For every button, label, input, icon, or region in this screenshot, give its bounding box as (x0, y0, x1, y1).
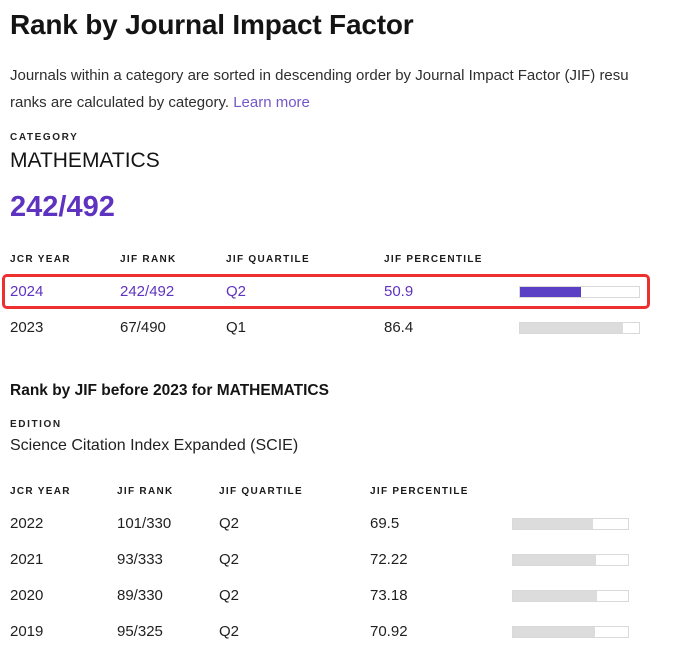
category-name: MATHEMATICS (10, 149, 160, 172)
percentile-bar-track (512, 590, 629, 602)
cell-jif-rank: 95/325 (117, 623, 163, 640)
current-rank-table: JCR YEAR JIF RANK JIF QUARTILE JIF PERCE… (2, 250, 674, 346)
percentile-bar-fill (513, 519, 593, 529)
cell-jif-quartile: Q2 (219, 587, 240, 604)
cell-jif-percentile: 86.4 (384, 319, 414, 336)
percentile-bar-fill (513, 627, 595, 637)
cell-jif-percentile: 73.18 (370, 587, 408, 604)
cell-jif-percentile: 69.5 (370, 515, 400, 532)
cell-jif-rank: 242/492 (120, 283, 175, 300)
description-line-2: ranks are calculated by category. Learn … (10, 94, 310, 111)
learn-more-link[interactable]: Learn more (233, 94, 310, 111)
table-row-2020: 2020 89/330 Q2 73.18 (10, 578, 629, 614)
table-body: 2024 242/492 Q2 50.9 2023 67/490 Q1 86.4 (2, 274, 674, 346)
cell-jcr-year: 2022 (10, 515, 44, 532)
column-header-jif-rank: JIF RANK (117, 486, 174, 497)
edition-name: Science Citation Index Expanded (SCIE) (10, 437, 299, 454)
percentile-bar-fill (513, 555, 597, 565)
cell-jcr-year: 2023 (10, 319, 44, 336)
column-header-jif-quartile: JIF QUARTILE (226, 254, 310, 265)
page-description: Journals within a category are sorted in… (10, 62, 674, 116)
percentile-bar-track (519, 322, 640, 334)
percentile-bar-fill (513, 591, 598, 601)
cell-jif-rank: 67/490 (120, 319, 166, 336)
cell-jif-rank: 93/333 (117, 551, 163, 568)
cell-jif-rank: 101/330 (117, 515, 172, 532)
cell-jif-quartile: Q2 (219, 551, 240, 568)
description-line-1: Journals within a category are sorted in… (10, 67, 629, 84)
current-rank-value: 242/492 (10, 191, 115, 223)
percentile-bar-track (512, 518, 629, 530)
table-row-2023: 2023 67/490 Q1 86.4 (10, 310, 640, 346)
percentile-bar-fill (520, 323, 623, 333)
table-body: 2022 101/330 Q2 69.5 2021 93/333 Q2 72.2… (10, 506, 674, 650)
page-title: Rank by Journal Impact Factor (10, 9, 414, 40)
column-header-jif-percentile: JIF PERCENTILE (370, 486, 469, 497)
cell-jif-quartile: Q2 (219, 515, 240, 532)
table-header-row: JCR YEAR JIF RANK JIF QUARTILE JIF PERCE… (10, 482, 629, 506)
cell-jif-quartile: Q2 (219, 623, 240, 640)
cell-jif-quartile: Q2 (226, 283, 247, 300)
column-header-jif-percentile: JIF PERCENTILE (384, 254, 483, 265)
cell-jcr-year: 2019 (10, 623, 44, 640)
table-row-2019: 2019 95/325 Q2 70.92 (10, 614, 629, 650)
cell-jif-percentile: 50.9 (384, 283, 414, 300)
table-row-2024-highlighted: 2024 242/492 Q2 50.9 (2, 274, 650, 310)
percentile-bar-track (512, 554, 629, 566)
cell-jif-rank: 89/330 (117, 587, 163, 604)
description-line-2-text: ranks are calculated by category. (10, 94, 230, 111)
table-row-2022: 2022 101/330 Q2 69.5 (10, 506, 629, 542)
cell-jcr-year: 2021 (10, 551, 44, 568)
cell-jif-percentile: 70.92 (370, 623, 408, 640)
column-header-jif-quartile: JIF QUARTILE (219, 486, 303, 497)
column-header-jcr-year: JCR YEAR (10, 486, 71, 497)
column-header-jcr-year: JCR YEAR (10, 254, 71, 265)
column-header-jif-rank: JIF RANK (120, 254, 177, 265)
category-label: CATEGORY (10, 132, 79, 143)
table-row-2021: 2021 93/333 Q2 72.22 (10, 542, 629, 578)
history-section-heading: Rank by JIF before 2023 for MATHEMATICS (10, 382, 329, 399)
percentile-bar-track (512, 626, 629, 638)
cell-jcr-year: 2024 (10, 283, 44, 300)
percentile-bar-fill (520, 287, 581, 297)
history-rank-table: JCR YEAR JIF RANK JIF QUARTILE JIF PERCE… (10, 482, 674, 650)
cell-jif-percentile: 72.22 (370, 551, 408, 568)
cell-jif-quartile: Q1 (226, 319, 247, 336)
cell-jcr-year: 2020 (10, 587, 44, 604)
edition-label: EDITION (10, 419, 62, 430)
percentile-bar-track (519, 286, 640, 298)
table-header-row: JCR YEAR JIF RANK JIF QUARTILE JIF PERCE… (10, 250, 640, 274)
